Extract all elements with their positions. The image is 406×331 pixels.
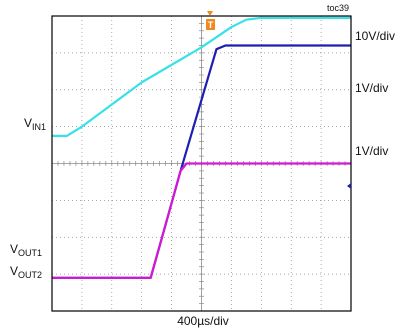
trigger-arrow-icon xyxy=(207,11,213,16)
vout2-scale-label: 1V/div xyxy=(355,144,388,158)
figure-id-label: toc39 xyxy=(327,3,349,13)
vin-trace xyxy=(52,16,351,137)
vout2-trace xyxy=(52,162,351,279)
trigger-level-arrow-icon xyxy=(347,183,351,189)
vout1-scale-label: 1V/div xyxy=(355,81,388,95)
time-base-label: 400µs/div xyxy=(177,314,229,328)
trigger-letter: T xyxy=(208,20,214,30)
scope-frame xyxy=(51,15,352,312)
vout2-label: VOUT2 xyxy=(10,264,42,280)
trigger-marker: T xyxy=(206,11,215,30)
waveform-traces xyxy=(52,16,351,279)
trigger-box xyxy=(206,19,215,30)
vout1-label: VOUT1 xyxy=(10,242,42,258)
vin1-label: VIN1 xyxy=(24,116,46,132)
vin-scale-label: 10V/div xyxy=(355,29,395,43)
